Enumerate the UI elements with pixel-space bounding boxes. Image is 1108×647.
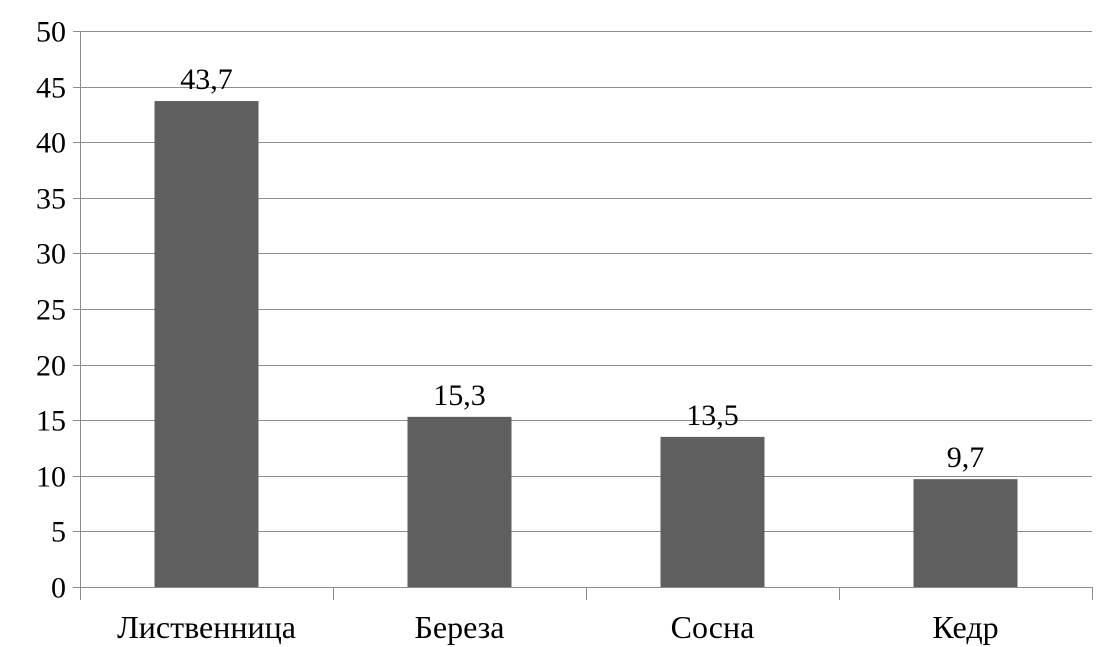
bar <box>660 436 765 587</box>
y-tick-label: 40 <box>36 127 66 160</box>
bars <box>154 101 1018 587</box>
bar <box>407 416 512 587</box>
data-label: 13,5 <box>686 399 739 432</box>
y-tick-label: 35 <box>36 183 66 216</box>
data-label: 15,3 <box>433 379 486 412</box>
y-tick-label: 25 <box>36 294 66 327</box>
y-tick-label: 45 <box>36 72 66 105</box>
y-tick-label: 20 <box>36 350 66 383</box>
labels: 0 5 10 15 20 25 30 35 40 45 50 43,7 Лиственница 15,3 Б… <box>36 16 999 646</box>
data-label: 43,7 <box>180 63 233 96</box>
y-tick-label: 0 <box>51 572 66 605</box>
bar <box>154 101 259 587</box>
data-label: 9,7 <box>947 441 985 474</box>
y-tick-label: 10 <box>36 461 66 494</box>
bar <box>913 479 1018 587</box>
y-tick-label: 5 <box>51 516 66 549</box>
x-category-label: Кедр <box>932 609 998 645</box>
axes <box>73 31 1093 600</box>
y-tick-label: 50 <box>36 16 66 49</box>
x-category-label: Лиственница <box>117 609 296 645</box>
y-tick-label: 30 <box>36 238 66 271</box>
y-tick-label: 15 <box>36 405 66 438</box>
x-category-label: Береза <box>414 609 504 645</box>
x-category-label: Сосна <box>671 609 755 645</box>
